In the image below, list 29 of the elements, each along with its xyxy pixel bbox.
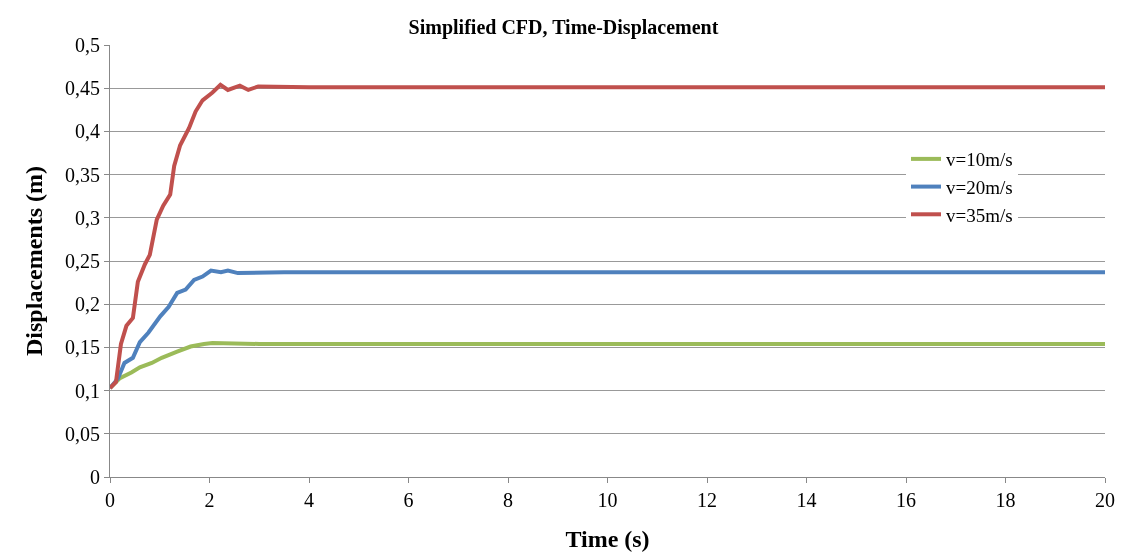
x-tick-label: 6 bbox=[403, 489, 414, 511]
x-tick-label: 16 bbox=[896, 489, 916, 511]
y-tick-label: 0,3 bbox=[75, 206, 100, 229]
x-axis-title: Time (s) bbox=[565, 526, 650, 553]
y-tick-label: 0 bbox=[90, 466, 100, 488]
legend-label: v=10m/s bbox=[946, 149, 1013, 171]
y-tick-label: 0,1 bbox=[75, 379, 100, 402]
x-tick-label: 4 bbox=[304, 489, 314, 511]
y-axis-title: Displacements (m) bbox=[21, 166, 48, 356]
y-tick-label: 0,05 bbox=[65, 422, 100, 445]
y-tick-label: 0,2 bbox=[75, 293, 100, 316]
x-tick-label: 20 bbox=[1095, 489, 1115, 511]
x-tick-label: 0 bbox=[105, 489, 115, 511]
line-series bbox=[110, 82, 1105, 391]
x-tick-label: 2 bbox=[204, 489, 215, 511]
y-tick-label: 0,45 bbox=[65, 77, 100, 100]
y-tick-label: 0,35 bbox=[65, 163, 100, 186]
y-tick-label: 0,5 bbox=[75, 34, 100, 56]
legend-label: v=35m/s bbox=[946, 204, 1013, 226]
y-tick-label: 0,15 bbox=[65, 336, 100, 359]
x-tick-label: 18 bbox=[995, 489, 1016, 511]
legend-label: v=20m/s bbox=[946, 177, 1013, 198]
y-tick-label: 0,25 bbox=[65, 250, 100, 272]
y-tick-label: 0,4 bbox=[75, 120, 100, 143]
x-tick-label: 8 bbox=[503, 489, 513, 511]
x-tick-label: 14 bbox=[796, 489, 817, 511]
chart-title: Simplified CFD, Time-Displacement bbox=[408, 15, 719, 39]
x-tick-label: 10 bbox=[597, 489, 618, 511]
x-tick-label: 12 bbox=[697, 489, 717, 511]
